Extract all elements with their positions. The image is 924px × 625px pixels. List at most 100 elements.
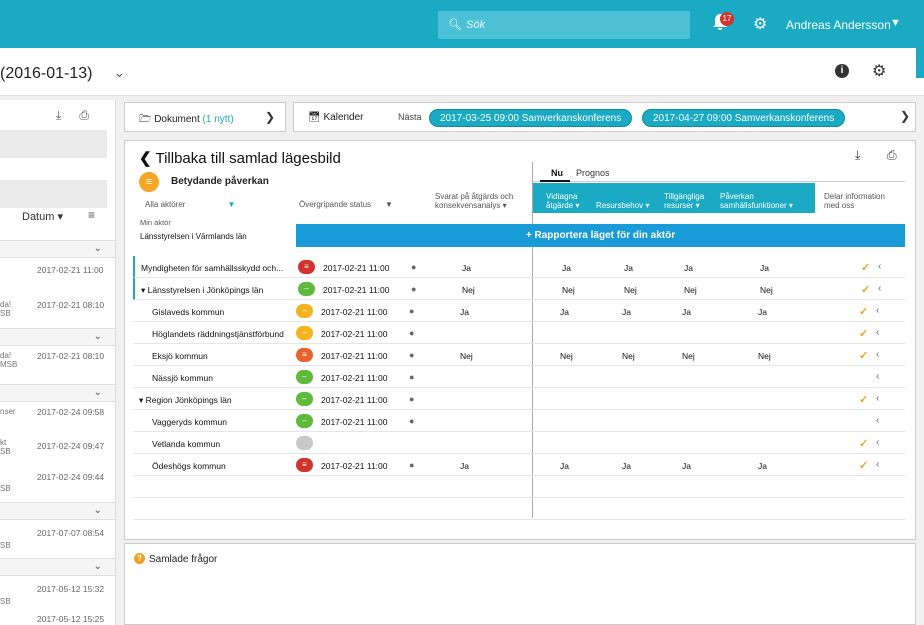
chevron-down-icon[interactable]: ▼ — [890, 17, 901, 29]
comment-icon[interactable]: ● — [409, 416, 415, 426]
tab-now[interactable]: Nu — [551, 168, 563, 178]
share-icon[interactable]: ‹ — [878, 261, 882, 272]
table-row[interactable]: Myndigheten för samhällsskydd och... ≡ 201… — [133, 256, 905, 278]
answered-value: Nej — [460, 351, 473, 361]
my-actor-label: Min aktör — [140, 218, 171, 227]
actions-value: Ja — [562, 263, 571, 273]
user-menu[interactable]: Andreas Andersson — [786, 18, 891, 32]
group-chevron[interactable]: ⌄ — [0, 502, 115, 520]
table-row[interactable]: ▾ Länsstyrelsen i Jönköpings län –2017-02… — [133, 278, 905, 300]
status-icon: – — [296, 326, 313, 340]
actor-name[interactable]: Nässjö kommun — [152, 373, 213, 383]
status-time: 2017-02-21 11:00 — [321, 329, 388, 339]
actor-name[interactable]: Höglandets räddningstjänstförbund — [152, 329, 284, 339]
impact-label: Betydande påverkan — [171, 176, 269, 187]
group-chevron[interactable]: ⌄ — [0, 328, 115, 346]
actor-name[interactable]: ▾ Region Jönköpings län — [139, 395, 232, 405]
actor-name[interactable]: Vaggeryds kommun — [152, 417, 227, 427]
group-chevron[interactable]: ⌄ — [0, 558, 115, 576]
actor-name[interactable]: Vetlanda kommun — [152, 439, 221, 449]
impact-header[interactable]: Påverkan samhällsfunktioner ▾ — [720, 192, 793, 210]
comment-icon[interactable]: ● — [409, 328, 415, 338]
actor-name[interactable]: Ödeshögs kommun — [152, 461, 226, 471]
sort-icon[interactable]: ≡ — [88, 208, 96, 222]
title-bar — [0, 48, 924, 96]
share-icon[interactable]: ‹ — [876, 349, 880, 360]
actor-name[interactable]: Myndigheten för samhällsskydd och... — [141, 263, 284, 273]
download-icon[interactable]: ⤓ — [56, 108, 62, 122]
check-icon: ✓ — [859, 438, 869, 450]
print-icon[interactable]: ⎙ — [79, 108, 89, 122]
share-icon[interactable]: ‹ — [876, 327, 880, 338]
answered-value: Nej — [462, 285, 475, 295]
table-row[interactable]: Vetlanda kommun ✓ ‹ — [133, 432, 905, 454]
calendar-icon: 📅︎ — [308, 112, 321, 123]
chevron-right-icon[interactable]: ❯ — [264, 110, 275, 124]
table-row[interactable]: Vaggeryds kommun –2017-02-21 11:00 ● ‹ — [133, 410, 905, 432]
table-row[interactable]: Eksjö kommun ≡ 2017-02-21 11:00 ● Nej Nej Nej N… — [133, 344, 905, 366]
table-row[interactable]: Nässjö kommun –2017-02-21 11:00 ● ‹ — [133, 366, 905, 388]
status-header[interactable]: Övergripande status ▼ — [299, 200, 393, 209]
share-icon[interactable]: ‹ — [876, 305, 880, 316]
back-link[interactable]: ❮ Tillbaka till samlad lägesbild — [139, 150, 341, 167]
resource-value: Ja — [624, 263, 633, 273]
tab-underline — [540, 180, 570, 182]
search-icon: 🔍︎ — [448, 19, 462, 31]
table-row[interactable]: ▾ Region Jönköpings län –2017-02-21 11:00… — [133, 388, 905, 410]
actor-name[interactable]: ▾ Länsstyrelsen i Jönköpings län — [141, 285, 264, 295]
answered-value: Ja — [460, 461, 469, 471]
chevron-right-icon[interactable]: ❯ — [900, 109, 911, 123]
filter-box[interactable] — [0, 180, 107, 208]
event-pill[interactable]: 2017-03-25 09:00 Samverkanskonferens — [429, 109, 633, 127]
table-row[interactable]: Höglandets räddningstjänstförbund –2017-0… — [133, 322, 905, 344]
gear-icon[interactable]: ⚙ — [753, 16, 768, 33]
share-icon[interactable]: ‹ — [876, 415, 880, 426]
print-icon[interactable]: ⎙ — [887, 148, 897, 162]
table-row[interactable]: Gislaveds kommun –2017-02-21 11:00 ● Ja Ja Ja… — [133, 300, 905, 322]
header-highlight — [533, 183, 815, 213]
actions-value: Ja — [560, 461, 569, 471]
comment-icon[interactable]: ● — [409, 372, 415, 382]
search-input[interactable]: 🔍︎ Sök — [438, 11, 690, 39]
notification-badge[interactable]: 17 — [720, 12, 734, 26]
documents-card[interactable]: 🗁︎ Dokument (1 nytt) ❯ — [124, 102, 286, 132]
share-icon[interactable]: ‹ — [878, 283, 882, 294]
info-icon[interactable]: i — [835, 64, 849, 78]
resource-header[interactable]: Resursbehov ▾ — [596, 201, 650, 210]
actions-value: Ja — [560, 307, 569, 317]
available-header[interactable]: Tillgängliga resurser ▾ — [664, 192, 705, 210]
actors-filter[interactable]: Alla aktörer ▼ — [145, 200, 236, 209]
share-icon[interactable]: ‹ — [876, 371, 880, 382]
table-row — [133, 498, 905, 520]
comment-icon[interactable]: ● — [409, 394, 415, 404]
comment-icon[interactable]: ● — [411, 262, 417, 272]
event-pill[interactable]: 2017-04-27 09:00 Samverkanskonferens — [642, 109, 846, 127]
share-icon[interactable]: ‹ — [876, 459, 880, 470]
sort-select[interactable]: Datum ▾ — [22, 211, 63, 223]
actions-header[interactable]: Vidtagna åtgärde ▾ — [546, 192, 580, 210]
share-icon[interactable]: ‹ — [876, 393, 880, 404]
actor-name[interactable]: Gislaveds kommun — [152, 307, 225, 317]
comment-icon[interactable]: ● — [411, 284, 417, 294]
download-icon[interactable]: ⤓ — [855, 148, 861, 162]
chevron-down-icon[interactable]: ⌄ — [114, 65, 125, 80]
comment-icon[interactable]: ● — [409, 350, 415, 360]
comment-icon[interactable]: ● — [409, 306, 415, 316]
filter-box[interactable] — [0, 130, 107, 158]
group-chevron[interactable]: ⌄ — [0, 240, 115, 258]
settings-icon[interactable]: ⚙ — [872, 63, 887, 80]
table-row[interactable]: Ödeshögs kommun ≡ 2017-02-21 11:00 ● Ja Ja Ja J… — [133, 454, 905, 476]
comment-icon[interactable]: ● — [409, 460, 415, 470]
resource-value: Nej — [624, 285, 637, 295]
questions-panel — [124, 543, 916, 625]
answered-header[interactable]: Svarat på åtgärds och konsekvensanalys ▾ — [435, 192, 514, 210]
actor-name[interactable]: Eksjö kommun — [152, 351, 208, 361]
page-title: (2016-01-13) — [0, 65, 93, 82]
share-icon[interactable]: ‹ — [876, 437, 880, 448]
impact-status-icon: ≡ — [139, 172, 159, 192]
tab-forecast[interactable]: Prognos — [576, 168, 610, 178]
status-time: 2017-02-21 11:00 — [321, 373, 388, 383]
answered-value: Ja — [460, 307, 469, 317]
report-button[interactable]: + Rapportera läget för din aktör — [296, 224, 905, 247]
group-chevron[interactable]: ⌄ — [0, 384, 115, 402]
